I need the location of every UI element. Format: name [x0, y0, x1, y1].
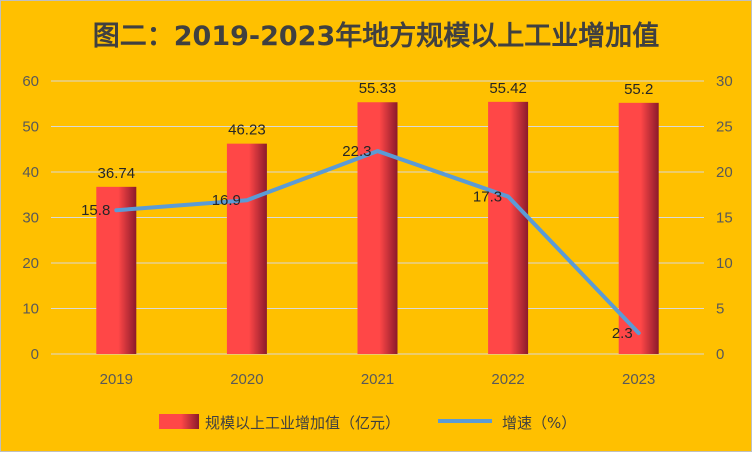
category-label: 2019	[100, 371, 133, 388]
category-labels: 2019 2020 2021 2022 2023	[100, 371, 656, 388]
right-axis-ticks: 0 5 10 15 20 25 30	[716, 73, 733, 363]
line-point	[245, 199, 248, 202]
left-axis-ticks: 0 10 20 30 40 50 60	[22, 73, 39, 363]
bar-data-label: 46.23	[228, 122, 266, 139]
category-label: 2021	[361, 371, 394, 388]
bar	[96, 186, 137, 354]
right-tick-label: 10	[716, 255, 733, 272]
right-tick-label: 0	[716, 346, 724, 363]
line-point	[507, 195, 510, 198]
left-tick-label: 40	[22, 164, 39, 181]
line-data-label: 2.3	[612, 325, 633, 342]
left-tick-label: 20	[22, 255, 39, 272]
right-tick-label: 30	[716, 73, 733, 90]
line-series: 15.8 16.9 22.3 17.3 2.3	[81, 143, 641, 342]
left-tick-label: 10	[22, 301, 39, 318]
left-tick-label: 50	[22, 119, 39, 136]
right-tick-label: 20	[716, 164, 733, 181]
bar	[226, 143, 267, 354]
bar	[618, 102, 659, 354]
legend-bar-label: 规模以上工业增加值（亿元）	[205, 414, 400, 432]
line-data-label: 15.8	[81, 202, 110, 219]
line-data-label: 17.3	[473, 189, 502, 206]
category-label: 2022	[491, 371, 524, 388]
bar-series: 36.74 46.23 55.33 55.42 55.2	[96, 80, 659, 355]
category-label: 2020	[230, 371, 263, 388]
line-point	[115, 209, 118, 212]
bar-data-label: 36.74	[98, 165, 136, 182]
legend-bar-swatch	[159, 414, 199, 429]
bar	[488, 101, 529, 355]
category-label: 2023	[622, 371, 655, 388]
left-tick-label: 30	[22, 210, 39, 227]
line-data-label: 16.9	[212, 192, 241, 209]
bar	[357, 102, 398, 354]
left-tick-label: 0	[31, 346, 39, 363]
right-tick-label: 25	[716, 119, 733, 136]
chart-title: 图二：2019-2023年地方规模以上工业增加值	[93, 20, 660, 52]
right-tick-label: 5	[716, 301, 724, 318]
line-data-label: 22.3	[342, 143, 371, 160]
bar-data-label: 55.33	[359, 80, 397, 97]
bar-data-label: 55.2	[624, 81, 653, 98]
bar-data-label: 55.42	[489, 80, 527, 97]
right-tick-label: 15	[716, 210, 733, 227]
line-point	[637, 332, 640, 335]
legend-line-label: 增速（%）	[502, 414, 576, 432]
left-tick-label: 60	[22, 73, 39, 90]
legend: 规模以上工业增加值（亿元） 增速（%）	[159, 414, 576, 432]
line-point	[376, 150, 379, 153]
